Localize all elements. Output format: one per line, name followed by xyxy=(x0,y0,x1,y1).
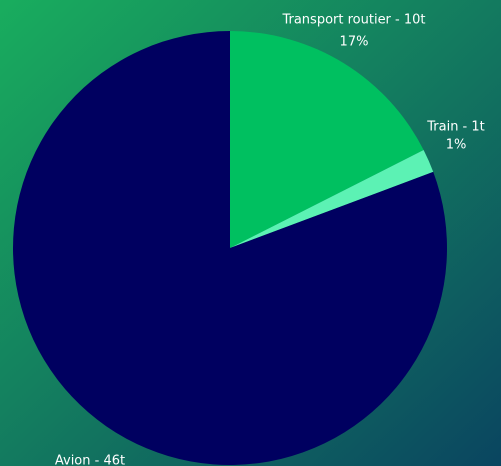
slice-label: Avion - 46t xyxy=(55,454,125,466)
slice-label: Train - 1t xyxy=(426,120,485,135)
pie-slice xyxy=(230,31,424,248)
slice-label: Transport routier - 10t xyxy=(281,13,425,28)
percent-label: 17% xyxy=(340,35,369,50)
percent-label: 1% xyxy=(446,138,467,153)
pie-slice xyxy=(13,31,448,465)
pie-slice xyxy=(230,150,434,248)
